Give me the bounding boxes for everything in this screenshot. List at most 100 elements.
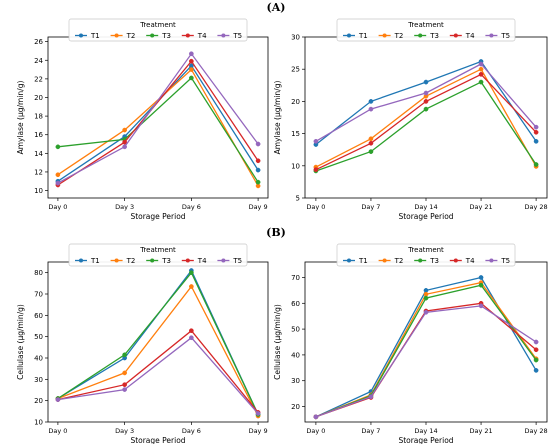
x-axis-label: Storage Period bbox=[398, 212, 453, 221]
data-point-t3 bbox=[478, 79, 484, 85]
data-point-t2 bbox=[189, 67, 194, 72]
x-tick-label: Day 21 bbox=[469, 203, 492, 211]
y-tick-label: 5 bbox=[296, 195, 300, 203]
series-line-t2 bbox=[315, 281, 537, 418]
data-point-t3 bbox=[55, 144, 61, 150]
plot-frame bbox=[47, 261, 269, 423]
data-point-t2 bbox=[368, 136, 374, 142]
data-point-t5 bbox=[478, 303, 484, 309]
data-point-t4 bbox=[533, 129, 539, 135]
y-tick-label: 20 bbox=[34, 94, 43, 102]
data-point-t3 bbox=[478, 282, 484, 288]
legend-marker-t5 bbox=[489, 33, 494, 38]
data-point-t5 bbox=[368, 106, 374, 112]
chart-4: 20 30 40 50 60 70 Day 0 Day 7 Day 14 Day 21 Day 28… bbox=[273, 243, 548, 444]
x-axis-label: Storage Period bbox=[130, 436, 185, 444]
y-tick-label: 25 bbox=[291, 66, 300, 74]
data-point-t1 bbox=[533, 138, 539, 144]
data-point-t3 bbox=[423, 106, 429, 112]
data-point-t4 bbox=[478, 72, 484, 77]
data-point-t3 bbox=[368, 149, 374, 154]
legend-marker-t3 bbox=[418, 33, 423, 38]
x-tick-label: Day 0 bbox=[306, 427, 325, 435]
data-point-t4 bbox=[423, 99, 429, 104]
legend-marker-t1 bbox=[79, 258, 83, 263]
data-point-t5 bbox=[423, 90, 429, 96]
x-tick-label: Day 14 bbox=[414, 427, 437, 435]
data-point-t2 bbox=[478, 66, 484, 72]
legend-marker-t4 bbox=[453, 258, 458, 263]
data-point-t2 bbox=[122, 370, 127, 376]
y-tick-label: 10 bbox=[291, 162, 300, 170]
y-tick-label: 80 bbox=[34, 269, 43, 277]
legend-title: Treatment bbox=[139, 246, 176, 254]
data-point-t5 bbox=[478, 61, 484, 67]
legend-marker-t2 bbox=[382, 33, 387, 38]
legend-label-t5: T5 bbox=[232, 257, 242, 265]
y-tick-label: 18 bbox=[34, 113, 43, 121]
legend-label-t2: T2 bbox=[126, 32, 136, 40]
y-tick-label: 26 bbox=[34, 38, 43, 46]
panel-label-b: (B) bbox=[266, 226, 286, 239]
x-tick-label: Day 6 bbox=[182, 203, 201, 211]
legend-marker-t2 bbox=[382, 258, 387, 263]
legend-label-t5: T5 bbox=[232, 32, 242, 40]
data-point-t2 bbox=[55, 172, 61, 178]
y-tick-label: 20 bbox=[291, 98, 300, 106]
y-tick-label: 70 bbox=[34, 291, 43, 299]
y-tick-label: 60 bbox=[291, 300, 300, 308]
data-point-t5 bbox=[423, 309, 429, 315]
data-point-t1 bbox=[423, 288, 429, 293]
y-tick-label: 50 bbox=[34, 333, 43, 341]
data-point-t4 bbox=[313, 167, 319, 173]
legend-marker-t3 bbox=[150, 33, 155, 38]
y-tick-label: 10 bbox=[34, 419, 43, 427]
x-tick-label: Day 0 bbox=[48, 203, 67, 211]
data-point-t1 bbox=[423, 79, 429, 85]
y-tick-label: 16 bbox=[34, 131, 43, 139]
legend-label-t1: T1 bbox=[358, 32, 368, 40]
data-point-t5 bbox=[533, 124, 539, 130]
legend-marker-t4 bbox=[453, 33, 458, 38]
x-tick-label: Day 9 bbox=[249, 203, 268, 211]
data-point-t5 bbox=[122, 144, 127, 150]
legend-marker-t5 bbox=[489, 258, 494, 263]
legend-title: Treatment bbox=[407, 246, 444, 254]
x-tick-label: Day 28 bbox=[525, 427, 548, 435]
data-point-t2 bbox=[189, 284, 194, 289]
y-tick-label: 14 bbox=[34, 150, 43, 158]
series-line-t3 bbox=[57, 271, 259, 415]
data-point-t5 bbox=[55, 180, 61, 186]
legend: Treatment T1 T2 T3 T4 T5 bbox=[68, 18, 248, 42]
series-line-t2 bbox=[57, 285, 259, 417]
x-tick-label: Day 3 bbox=[115, 427, 134, 435]
x-axis-label: Storage Period bbox=[130, 212, 185, 221]
data-point-t4 bbox=[189, 328, 194, 334]
y-tick-label: 50 bbox=[291, 326, 300, 334]
legend-label-t2: T2 bbox=[394, 257, 404, 265]
x-tick-label: Day 6 bbox=[182, 427, 201, 435]
y-tick-label: 40 bbox=[34, 355, 43, 363]
legend-label-t3: T3 bbox=[429, 32, 439, 40]
y-tick-label: 30 bbox=[34, 376, 43, 384]
series-line-t4 bbox=[57, 60, 259, 186]
x-tick-label: Day 0 bbox=[48, 427, 67, 435]
legend-marker-t5 bbox=[221, 258, 226, 263]
y-tick-label: 70 bbox=[291, 274, 300, 282]
data-point-t3 bbox=[122, 352, 127, 358]
legend-label-t1: T1 bbox=[358, 257, 368, 265]
data-point-t1 bbox=[368, 99, 374, 104]
y-tick-label: 60 bbox=[34, 312, 43, 320]
x-tick-label: Day 9 bbox=[249, 427, 268, 435]
series-line-t1 bbox=[57, 64, 259, 182]
data-point-t5 bbox=[533, 339, 539, 345]
legend-label-t4: T4 bbox=[197, 32, 207, 40]
y-tick-label: 40 bbox=[291, 351, 300, 359]
y-tick-label: 24 bbox=[34, 57, 43, 65]
legend-label-t3: T3 bbox=[161, 32, 171, 40]
data-point-t3 bbox=[189, 75, 194, 81]
x-tick-label: Day 21 bbox=[469, 427, 492, 435]
legend-label-t3: T3 bbox=[161, 257, 171, 265]
data-point-t1 bbox=[255, 167, 261, 173]
y-tick-label: 20 bbox=[34, 397, 43, 405]
